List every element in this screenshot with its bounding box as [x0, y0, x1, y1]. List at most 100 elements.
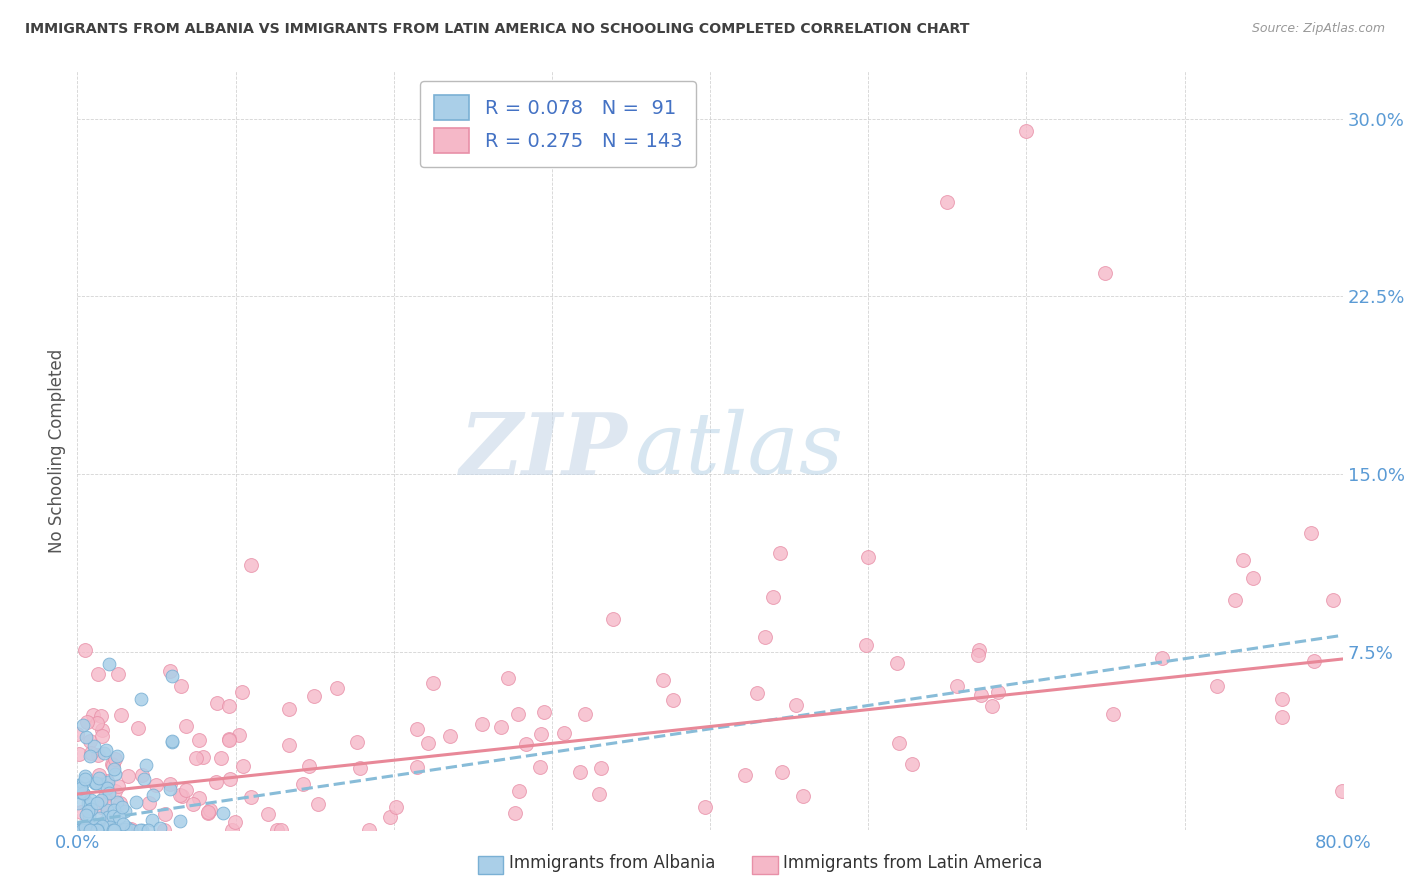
Point	[103, 809, 125, 823]
Point	[1102, 707, 1125, 722]
Point	[292, 777, 315, 791]
Text: atlas: atlas	[634, 409, 844, 491]
Point	[101, 757, 124, 772]
Point	[138, 796, 160, 810]
Point	[218, 733, 240, 747]
Point	[91, 822, 114, 837]
Point	[103, 803, 125, 817]
Point	[349, 760, 371, 774]
Point	[72, 776, 94, 790]
Point	[75, 808, 97, 822]
Point	[117, 769, 139, 783]
Point	[136, 822, 159, 837]
Point	[104, 784, 127, 798]
Point	[346, 734, 368, 748]
Point	[181, 797, 204, 811]
Point	[405, 760, 427, 774]
Point	[90, 819, 112, 833]
Point	[73, 643, 96, 657]
Point	[385, 799, 408, 814]
Point	[104, 752, 127, 766]
Point	[197, 806, 219, 821]
Point	[970, 688, 993, 702]
Point	[67, 778, 90, 792]
Point	[591, 761, 613, 775]
Point	[228, 728, 250, 742]
Point	[73, 822, 96, 837]
Point	[86, 822, 108, 837]
Point	[80, 793, 103, 807]
Point	[174, 719, 197, 733]
Point	[98, 786, 121, 800]
Point	[266, 822, 288, 837]
Point	[76, 822, 98, 837]
Point	[422, 675, 444, 690]
Point	[302, 689, 325, 703]
Point	[93, 789, 115, 803]
Point	[117, 822, 139, 837]
Legend: R = 0.078   N =  91, R = 0.275   N = 143: R = 0.078 N = 91, R = 0.275 N = 143	[420, 81, 696, 167]
Point	[1150, 650, 1173, 665]
Point	[114, 804, 136, 818]
Point	[533, 705, 555, 719]
Point	[70, 822, 93, 837]
Point	[770, 765, 793, 780]
Point	[87, 771, 110, 785]
Point	[84, 822, 107, 837]
Point	[77, 805, 100, 819]
Point	[218, 731, 240, 746]
Point	[94, 797, 117, 812]
Point	[887, 736, 910, 750]
Y-axis label: No Schooling Completed: No Schooling Completed	[48, 349, 66, 552]
Point	[76, 822, 98, 837]
Point	[103, 822, 125, 837]
Point	[1206, 679, 1229, 693]
Point	[278, 738, 301, 752]
Point	[108, 796, 131, 810]
Point	[141, 814, 163, 828]
Point	[105, 749, 128, 764]
Point	[86, 820, 108, 834]
Point	[80, 802, 103, 816]
Point	[1241, 571, 1264, 585]
Point	[94, 743, 117, 757]
Point	[83, 817, 105, 831]
Point	[553, 725, 575, 739]
Point	[96, 803, 118, 817]
Point	[86, 822, 108, 836]
Point	[79, 748, 101, 763]
Point	[111, 800, 134, 814]
Point	[87, 748, 110, 763]
Point	[120, 822, 142, 837]
Point	[754, 630, 776, 644]
Point	[785, 698, 807, 712]
Point	[90, 708, 112, 723]
Point	[100, 820, 122, 834]
Point	[855, 639, 877, 653]
Point	[86, 818, 108, 832]
Point	[162, 668, 183, 682]
Point	[108, 810, 131, 824]
Point	[231, 685, 253, 699]
Point	[987, 684, 1010, 698]
Point	[73, 820, 96, 834]
Point	[101, 822, 124, 837]
Point	[98, 657, 120, 671]
Point	[207, 696, 229, 710]
Point	[135, 758, 157, 772]
Point	[170, 789, 193, 804]
Point	[112, 817, 135, 831]
Point	[496, 671, 519, 685]
Point	[83, 739, 105, 754]
Point	[90, 800, 112, 814]
Point	[132, 772, 155, 786]
Point	[115, 820, 138, 834]
Point	[86, 822, 108, 837]
Point	[219, 772, 242, 787]
Point	[967, 648, 990, 662]
Point	[73, 787, 96, 801]
Point	[792, 789, 814, 803]
Point	[72, 820, 94, 834]
Point	[357, 822, 380, 837]
Point	[79, 822, 101, 837]
